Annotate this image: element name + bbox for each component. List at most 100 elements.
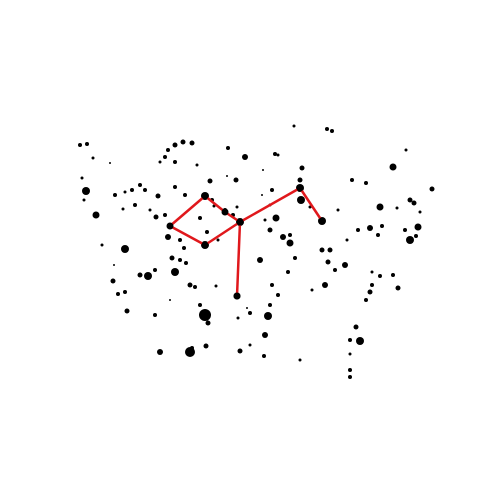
star xyxy=(262,354,266,358)
star xyxy=(406,236,414,244)
star xyxy=(389,163,397,171)
star xyxy=(184,261,188,265)
star xyxy=(187,282,193,288)
star xyxy=(403,228,407,232)
star xyxy=(165,234,171,240)
star xyxy=(297,196,305,204)
star xyxy=(190,346,194,350)
star xyxy=(180,139,186,145)
star xyxy=(270,283,274,287)
star xyxy=(367,225,373,231)
constellation-node xyxy=(318,217,326,225)
star xyxy=(414,223,422,231)
star xyxy=(273,152,277,156)
star xyxy=(91,156,95,160)
star xyxy=(288,233,292,237)
star xyxy=(267,227,273,233)
constellation-node xyxy=(236,218,244,226)
star xyxy=(299,165,305,171)
star xyxy=(205,230,209,234)
star xyxy=(143,188,147,192)
star xyxy=(78,143,82,147)
star xyxy=(236,316,240,320)
star xyxy=(85,142,89,146)
star xyxy=(109,162,111,164)
star xyxy=(248,311,252,315)
star xyxy=(248,343,252,347)
star xyxy=(407,197,413,203)
star xyxy=(336,208,340,212)
star xyxy=(333,268,337,272)
star xyxy=(376,203,384,211)
star xyxy=(242,154,248,160)
star xyxy=(198,216,202,220)
star xyxy=(183,193,187,197)
star xyxy=(270,188,274,192)
star xyxy=(205,320,211,326)
star xyxy=(391,273,395,277)
star xyxy=(322,282,328,288)
star xyxy=(345,238,349,242)
star xyxy=(214,284,218,288)
star xyxy=(207,178,213,184)
star xyxy=(235,205,239,209)
star xyxy=(169,299,171,301)
star xyxy=(261,194,263,196)
star xyxy=(380,224,384,228)
star xyxy=(327,247,333,253)
star xyxy=(199,309,211,321)
star xyxy=(123,290,127,294)
star xyxy=(414,234,418,238)
star xyxy=(155,193,161,199)
star xyxy=(297,177,303,183)
constellation-node xyxy=(233,292,241,300)
star xyxy=(113,264,115,266)
star xyxy=(364,298,368,302)
star xyxy=(178,238,182,242)
star xyxy=(286,239,294,247)
star xyxy=(163,213,167,217)
star xyxy=(173,185,177,189)
star xyxy=(137,272,143,278)
star xyxy=(286,270,290,274)
star xyxy=(116,292,120,296)
star xyxy=(395,285,401,291)
star xyxy=(226,146,230,150)
star xyxy=(293,256,297,260)
star xyxy=(233,177,239,183)
star xyxy=(348,375,352,379)
star xyxy=(272,214,280,222)
star xyxy=(138,183,142,187)
star xyxy=(325,259,331,265)
star xyxy=(370,283,374,287)
star xyxy=(226,175,228,177)
star xyxy=(82,187,90,195)
star xyxy=(182,246,186,250)
star xyxy=(263,218,267,222)
star xyxy=(276,153,280,157)
star xyxy=(364,181,368,185)
star xyxy=(353,324,359,330)
star xyxy=(100,243,104,247)
star xyxy=(404,148,408,152)
star xyxy=(292,124,296,128)
star xyxy=(348,338,352,342)
star xyxy=(148,208,152,212)
star xyxy=(171,268,179,276)
star xyxy=(92,211,100,219)
star xyxy=(173,160,177,164)
star xyxy=(153,313,157,317)
constellation-line xyxy=(168,194,241,247)
star xyxy=(124,308,130,314)
star xyxy=(350,178,354,182)
constellation-node xyxy=(296,184,304,192)
star xyxy=(356,228,360,232)
star xyxy=(133,203,137,207)
star xyxy=(153,268,157,272)
star xyxy=(216,238,220,242)
star xyxy=(367,289,373,295)
star xyxy=(262,332,268,338)
star xyxy=(169,255,175,261)
star xyxy=(203,343,209,349)
